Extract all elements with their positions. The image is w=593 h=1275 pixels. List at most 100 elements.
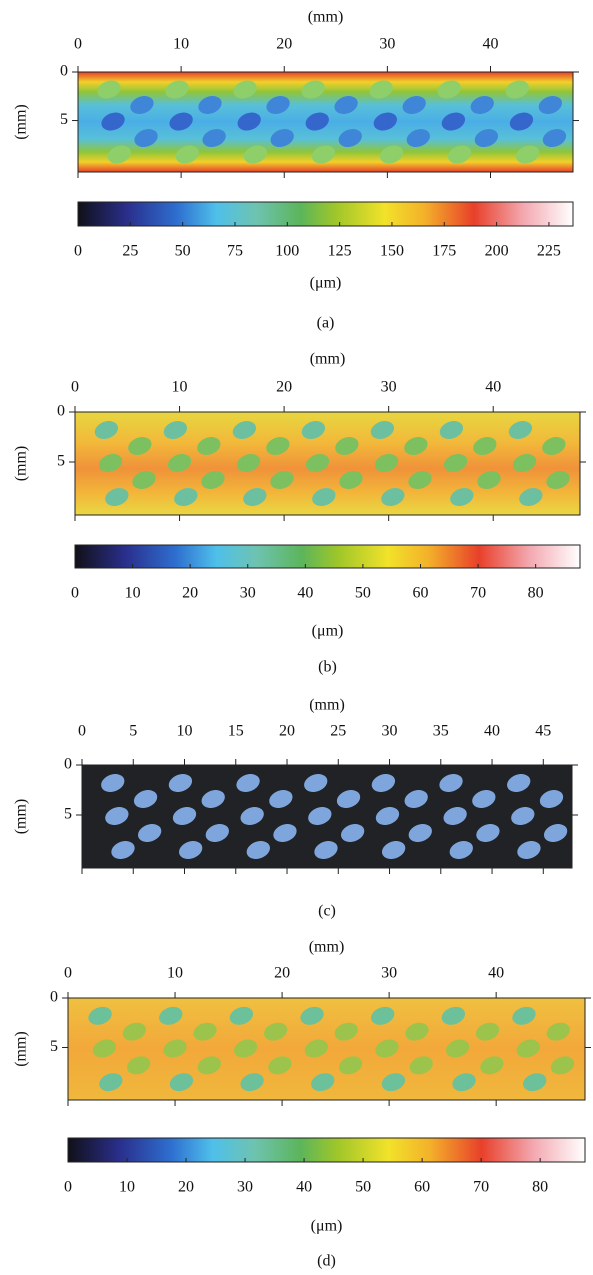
dimple	[193, 1022, 217, 1041]
dimple	[305, 454, 330, 472]
x-tick-label: 0	[64, 965, 72, 982]
dimple	[375, 1039, 399, 1058]
colorbar-tick-label: 175	[432, 243, 456, 260]
x-tick-label: 40	[485, 379, 501, 396]
dimple	[163, 1039, 187, 1058]
dimple	[246, 841, 270, 859]
dimple	[243, 145, 268, 164]
x-tick-label: 40	[488, 965, 504, 982]
dimple	[308, 807, 332, 825]
dimple	[509, 112, 534, 131]
dimple	[550, 1056, 575, 1075]
dimple	[508, 421, 533, 439]
x-tick-label: 40	[484, 723, 500, 740]
dimple	[517, 841, 541, 859]
dimple	[105, 488, 129, 506]
y-axis-label: (mm)	[13, 799, 30, 835]
colorbar-tick-label: 40	[297, 585, 313, 602]
dimple	[449, 841, 473, 859]
colorbar-tick-label: 30	[237, 1179, 253, 1196]
dimple	[273, 824, 297, 842]
dimple	[266, 437, 290, 455]
dimple	[546, 1022, 570, 1041]
dimple	[304, 1039, 328, 1058]
dimple	[542, 129, 567, 147]
plot-frame	[81, 764, 573, 869]
x-tick-label: 5	[129, 723, 137, 740]
colorbar-tick-label: 10	[125, 585, 141, 602]
dimple	[243, 488, 267, 506]
dimple	[447, 145, 472, 164]
dimple	[477, 471, 501, 489]
y-axis-label: (mm)	[13, 1031, 30, 1067]
colorbar-tick-label: 30	[240, 585, 256, 602]
y-tick-label: 5	[57, 453, 65, 470]
dimple	[205, 824, 229, 842]
dimple	[101, 774, 125, 792]
plot-frame	[67, 997, 586, 1101]
dimple	[107, 145, 131, 164]
colorbar-tick-label: 70	[470, 585, 486, 602]
dimple	[105, 807, 129, 825]
dimple	[311, 1073, 335, 1092]
dimple	[476, 824, 500, 842]
dimple	[379, 145, 404, 164]
x-tick-label: 20	[276, 36, 292, 53]
dimple	[470, 96, 494, 114]
colorbar-tick-label: 80	[528, 585, 544, 602]
colorbar-tick-label: 50	[355, 1179, 371, 1196]
dimple	[167, 454, 192, 472]
colorbar-tick-label: 20	[182, 585, 198, 602]
colorbar-tick-label: 60	[412, 585, 428, 602]
colorbar-tick-label: 225	[537, 243, 561, 260]
dimple	[138, 824, 162, 842]
dimple	[473, 437, 497, 455]
dimple	[233, 80, 257, 99]
dimple	[408, 824, 432, 842]
y-axis-label: (mm)	[13, 446, 30, 482]
dimple	[179, 841, 203, 859]
x-axis-label: (mm)	[309, 939, 345, 956]
dimple	[450, 488, 474, 506]
dimple	[507, 774, 531, 792]
dimple	[543, 824, 568, 842]
dimple	[236, 454, 261, 472]
colorbar-tick-label: 70	[473, 1179, 489, 1196]
dimple	[480, 1056, 504, 1075]
dimple	[381, 1073, 406, 1092]
x-tick-label: 20	[279, 723, 295, 740]
dimple	[452, 1073, 476, 1092]
colorbar-tick-label: 150	[380, 243, 404, 260]
panel-caption: (d)	[317, 1253, 336, 1270]
dimple	[338, 129, 362, 147]
y-axis-label: (mm)	[13, 104, 30, 140]
y-tick-label: 5	[50, 1038, 58, 1055]
dimple	[505, 80, 529, 99]
dimple	[443, 807, 467, 825]
colorbar-tick-label: 10	[119, 1179, 135, 1196]
x-tick-label: 10	[177, 723, 193, 740]
dimple	[268, 1056, 292, 1075]
dimple	[373, 112, 397, 131]
dimple	[111, 841, 135, 859]
x-tick-label: 0	[71, 379, 79, 396]
dimple	[159, 1006, 183, 1025]
x-tick-label: 30	[381, 965, 397, 982]
dimple	[301, 421, 326, 439]
dimple	[402, 96, 426, 114]
dimple	[270, 129, 294, 147]
colorbar-tick-label: 80	[532, 1179, 548, 1196]
colorbar-tick-label: 40	[296, 1179, 312, 1196]
dimple	[546, 471, 570, 489]
dimple	[336, 790, 361, 808]
dimple	[134, 129, 158, 147]
x-axis-label: (mm)	[308, 9, 344, 26]
dimple	[338, 1056, 363, 1075]
dimple	[339, 471, 363, 489]
dimple	[202, 129, 226, 147]
dimple	[163, 421, 188, 439]
dimple	[201, 790, 225, 808]
dimple	[381, 488, 405, 506]
x-tick-label: 20	[274, 965, 290, 982]
